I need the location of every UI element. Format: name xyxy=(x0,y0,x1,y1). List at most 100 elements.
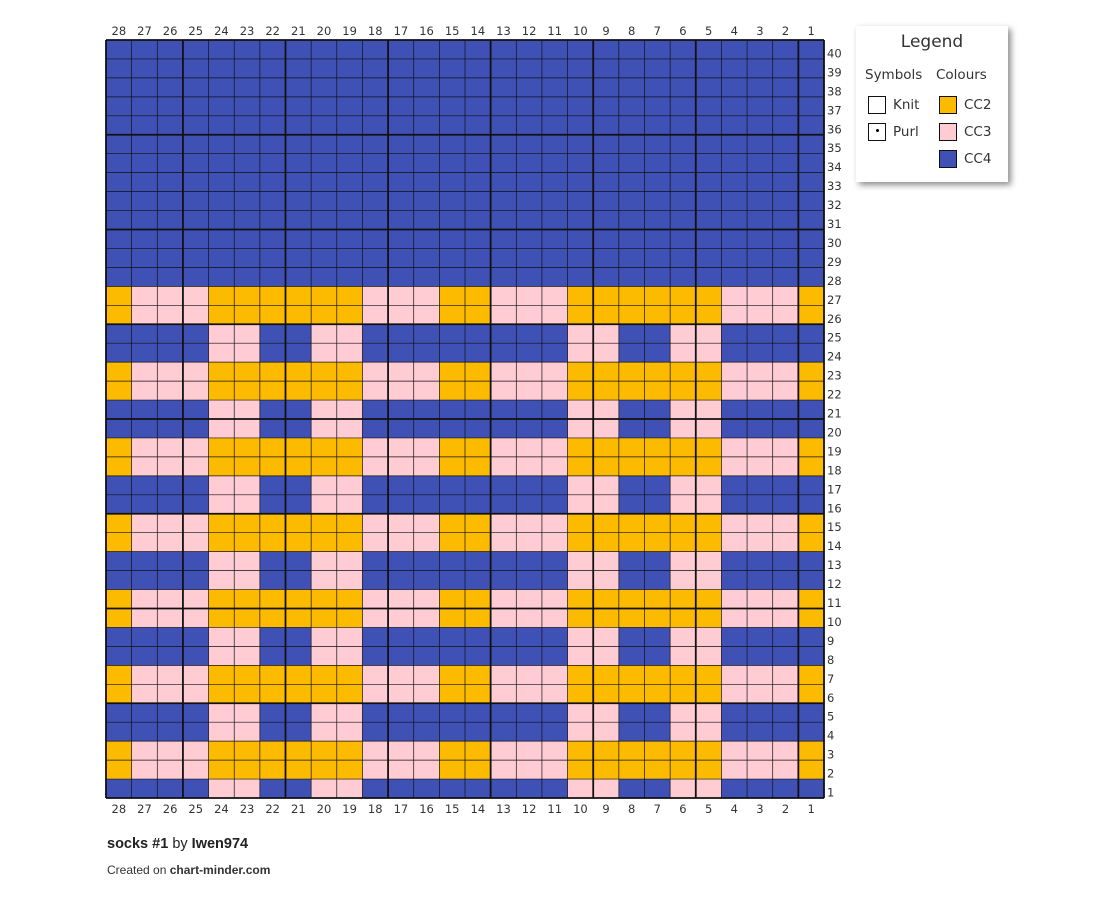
author-name: Iwen974 xyxy=(191,836,249,852)
column-number: 15 xyxy=(445,802,460,816)
stitch-cell xyxy=(362,779,389,799)
cc2-swatch xyxy=(939,96,957,114)
stitch-cell xyxy=(516,722,543,742)
stitch-cell xyxy=(388,115,415,136)
stitch-cell xyxy=(747,760,774,780)
stitch-cell xyxy=(259,267,286,287)
stitch-cell xyxy=(772,400,799,420)
stitch-cell xyxy=(157,267,184,287)
stitch-cell xyxy=(670,646,697,666)
stitch-cell xyxy=(670,494,697,515)
stitch-cell xyxy=(311,343,338,363)
stitch-cell xyxy=(695,96,722,117)
stitch-cell xyxy=(695,513,722,533)
stitch-cell xyxy=(157,248,184,268)
stitch-cell xyxy=(413,494,440,515)
stitch-cell xyxy=(721,551,748,571)
column-number: 2 xyxy=(782,24,789,38)
column-number: 3 xyxy=(756,24,763,38)
stitch-cell xyxy=(567,570,594,590)
stitch-cell xyxy=(516,191,543,211)
stitch-cell xyxy=(259,210,286,230)
legend-knit: Knit xyxy=(868,95,919,115)
stitch-cell xyxy=(413,172,440,192)
stitch-cell xyxy=(465,248,491,268)
stitch-cell xyxy=(311,96,338,117)
stitch-cell xyxy=(490,286,517,306)
stitch-cell xyxy=(106,494,132,515)
stitch-cell xyxy=(157,608,184,628)
stitch-cell xyxy=(721,722,748,742)
stitch-cell xyxy=(413,608,440,628)
stitch-cell xyxy=(285,210,312,230)
stitch-cell xyxy=(182,286,209,306)
stitch-cell xyxy=(567,153,594,173)
stitch-cell xyxy=(439,191,466,211)
stitch-cell xyxy=(234,172,261,192)
stitch-cell xyxy=(593,191,620,211)
stitch-cell xyxy=(131,343,158,363)
stitch-cell xyxy=(413,760,440,780)
column-number: 4 xyxy=(731,24,738,38)
stitch-cell xyxy=(567,437,594,458)
row-number: 11 xyxy=(827,596,842,610)
stitch-cell xyxy=(208,570,235,590)
column-numbers-bottom: 28 27 26 25 24 23 22 21 20 19 18 17 16 15 14 13 12 11 10 9 8… xyxy=(112,802,815,816)
stitch-cell xyxy=(618,551,645,571)
stitch-cell xyxy=(362,381,389,401)
stitch-cell xyxy=(567,741,594,761)
stitch-cell xyxy=(362,646,389,666)
stitch-cell xyxy=(772,608,799,628)
stitch-cell xyxy=(567,608,594,628)
stitch-cell xyxy=(465,324,491,344)
stitch-cell xyxy=(644,703,671,723)
stitch-cell xyxy=(234,324,261,344)
stitch-cell xyxy=(439,286,466,306)
column-number: 9 xyxy=(602,802,609,816)
site-link[interactable]: chart-minder.com xyxy=(169,863,271,877)
stitch-cell xyxy=(772,627,799,647)
stitch-cell xyxy=(721,40,748,60)
stitch-cell xyxy=(336,96,363,117)
stitch-cell xyxy=(311,627,338,647)
stitch-cell xyxy=(798,760,825,780)
stitch-cell xyxy=(234,77,261,98)
stitch-cell xyxy=(593,77,620,98)
stitch-cell xyxy=(106,760,132,780)
stitch-cell xyxy=(157,362,184,382)
stitch-cell xyxy=(336,172,363,192)
legend-panel: Legend Symbols Colours Knit Purl CC2 CC3… xyxy=(856,26,1008,182)
stitch-cell xyxy=(182,608,209,628)
column-number: 24 xyxy=(214,802,229,816)
column-number: 24 xyxy=(214,24,229,38)
stitch-cell xyxy=(182,400,209,420)
column-number: 2 xyxy=(782,802,789,816)
column-number: 25 xyxy=(188,24,203,38)
stitch-cell xyxy=(541,532,568,552)
stitch-cell xyxy=(259,665,286,685)
stitch-cell xyxy=(772,267,799,287)
stitch-cell xyxy=(695,153,722,173)
stitch-cell xyxy=(362,419,389,439)
stitch-cell xyxy=(772,494,799,515)
stitch-cell xyxy=(285,722,312,742)
stitch-cell xyxy=(541,115,568,136)
stitch-cell xyxy=(131,419,158,439)
stitch-cell xyxy=(362,608,389,628)
stitch-cell xyxy=(593,134,620,154)
stitch-cell xyxy=(285,362,312,382)
stitch-cell xyxy=(567,191,594,211)
stitch-cell xyxy=(541,684,568,704)
stitch-cell xyxy=(644,570,671,590)
stitch-cell xyxy=(131,722,158,742)
stitch-cell xyxy=(388,608,415,628)
stitch-cell xyxy=(541,362,568,382)
stitch-cell xyxy=(670,248,697,268)
stitch-cell xyxy=(234,513,261,533)
stitch-cell xyxy=(721,381,748,401)
stitch-cell xyxy=(285,532,312,552)
stitch-cell xyxy=(772,741,799,761)
stitch-cell xyxy=(413,646,440,666)
stitch-cell xyxy=(388,381,415,401)
row-number: 10 xyxy=(827,615,842,629)
